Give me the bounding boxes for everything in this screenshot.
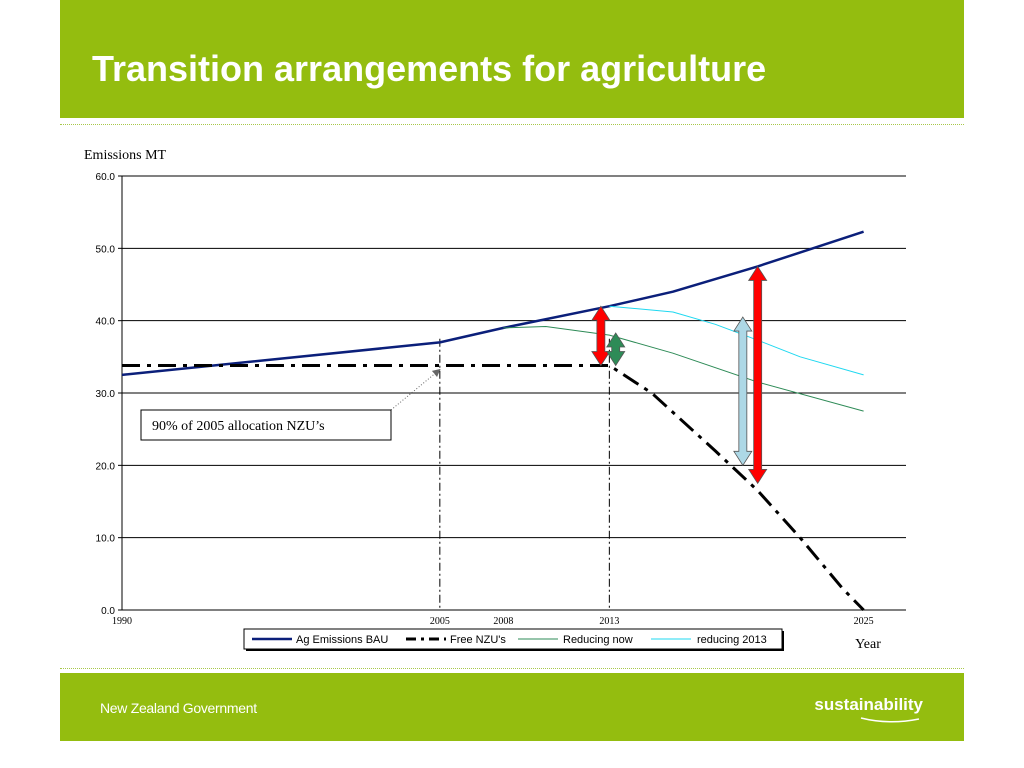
gap-arrow-3 (747, 265, 768, 485)
footer-band (60, 673, 964, 741)
gap-arrow-0 (591, 305, 611, 367)
sustainability-swoosh-icon (860, 717, 920, 723)
legend-label-2: Reducing now (563, 634, 633, 646)
y-tick-label: 30.0 (96, 389, 116, 400)
y-tick-label: 60.0 (96, 172, 116, 183)
legend-box (243, 628, 783, 650)
y-axis-label: Emissions MT (84, 148, 167, 163)
series-line-3 (609, 305, 864, 376)
x-tick-label: 2025 (854, 616, 874, 627)
y-tick-label: 0.0 (101, 606, 115, 617)
header-divider (60, 124, 964, 125)
x-tick-label: 2005 (430, 616, 450, 627)
y-tick-label: 10.0 (96, 534, 116, 545)
footer-divider (60, 668, 964, 669)
annotation-leader (390, 368, 441, 411)
nz-government-logo: New Zealand Government (100, 700, 257, 716)
y-tick-label: 20.0 (96, 461, 116, 472)
series-line-1 (122, 364, 865, 612)
x-tick-label: 2013 (599, 616, 619, 627)
annotation-text: 90% of 2005 allocation NZU’s (152, 419, 325, 434)
legend-label-0: Ag Emissions BAU (296, 634, 388, 646)
emissions-chart: Emissions MT 0.0 10.0 20.0 30.0 40.0 50.0 60.0 1… (84, 148, 906, 652)
annotation-box (140, 409, 392, 441)
series-line-0 (121, 230, 864, 377)
y-tick-label: 50.0 (96, 244, 116, 255)
header-band (60, 0, 964, 118)
x-tick-label: 2008 (493, 616, 513, 627)
y-tick-label: 40.0 (96, 317, 116, 328)
legend-label-1: Free NZU's (450, 634, 506, 646)
slide-title: Transition arrangements for agriculture (92, 48, 767, 89)
x-axis-label: Year (855, 637, 881, 652)
sustainability-logo: sustainability (814, 695, 923, 714)
legend-label-3: reducing 2013 (697, 634, 767, 646)
gap-arrow-1 (605, 332, 626, 367)
series-line-2 (503, 326, 864, 412)
x-tick-label: 1990 (112, 616, 132, 627)
gap-arrow-2 (733, 316, 753, 467)
